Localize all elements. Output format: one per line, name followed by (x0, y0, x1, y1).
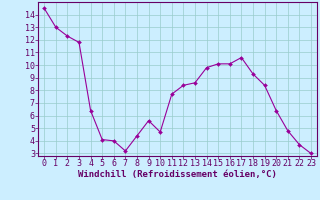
X-axis label: Windchill (Refroidissement éolien,°C): Windchill (Refroidissement éolien,°C) (78, 170, 277, 179)
